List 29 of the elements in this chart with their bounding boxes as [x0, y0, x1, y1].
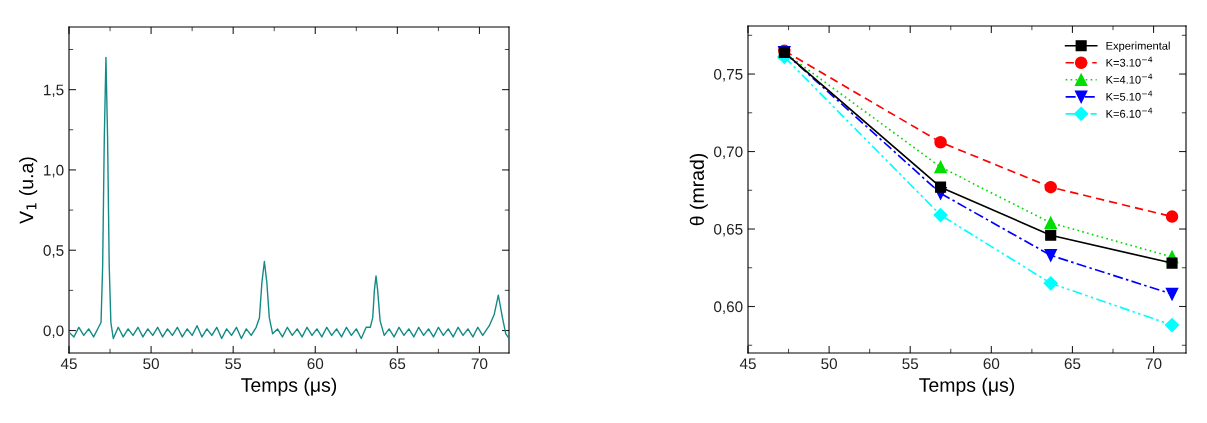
x-tick-label: 65 — [1064, 358, 1081, 370]
x-axis-title: Temps (μs) — [241, 377, 337, 396]
y-tick-label: 0,0 — [43, 325, 64, 339]
y-tick-label: 0,70 — [714, 146, 743, 160]
legend-label: K=6.10$^{−4}$ — [1106, 107, 1153, 118]
legend-label: Experimental — [1106, 41, 1170, 52]
legend-label: K=3.10$^{−4}$ — [1106, 56, 1153, 67]
x-tick-label: 45 — [60, 358, 77, 370]
x-tick-label: 50 — [821, 358, 838, 370]
y-tick-label: 1,0 — [44, 164, 64, 178]
legend-label: K=4.10$^{−4}$ — [1106, 73, 1153, 84]
x-axis-title: Temps (μs) — [919, 377, 1015, 396]
y-tick-label: 0,65 — [714, 223, 743, 237]
x-tick-label: 70 — [471, 358, 488, 370]
x-tick-label: 70 — [1145, 358, 1162, 370]
y-tick-label: 0,60 — [714, 301, 743, 314]
x-tick-label: 55 — [902, 358, 919, 370]
legend-label: K=5.10$^{−4}$ — [1106, 90, 1153, 101]
x-tick-label: 65 — [389, 358, 406, 370]
y-tick-label: 0,75 — [714, 68, 743, 82]
x-tick-label: 50 — [143, 358, 159, 370]
y-axis-title: V$_{1}$ (u.a) — [19, 157, 38, 224]
x-tick-label: 45 — [739, 358, 756, 370]
y-axis-title: θ (mrad) — [689, 153, 708, 226]
x-tick-label: 55 — [225, 358, 242, 370]
x-tick-label: 60 — [983, 358, 1000, 370]
y-tick-label: 1,5 — [44, 84, 64, 98]
y-tick-label: 0,5 — [43, 245, 64, 258]
x-tick-label: 60 — [307, 358, 324, 370]
